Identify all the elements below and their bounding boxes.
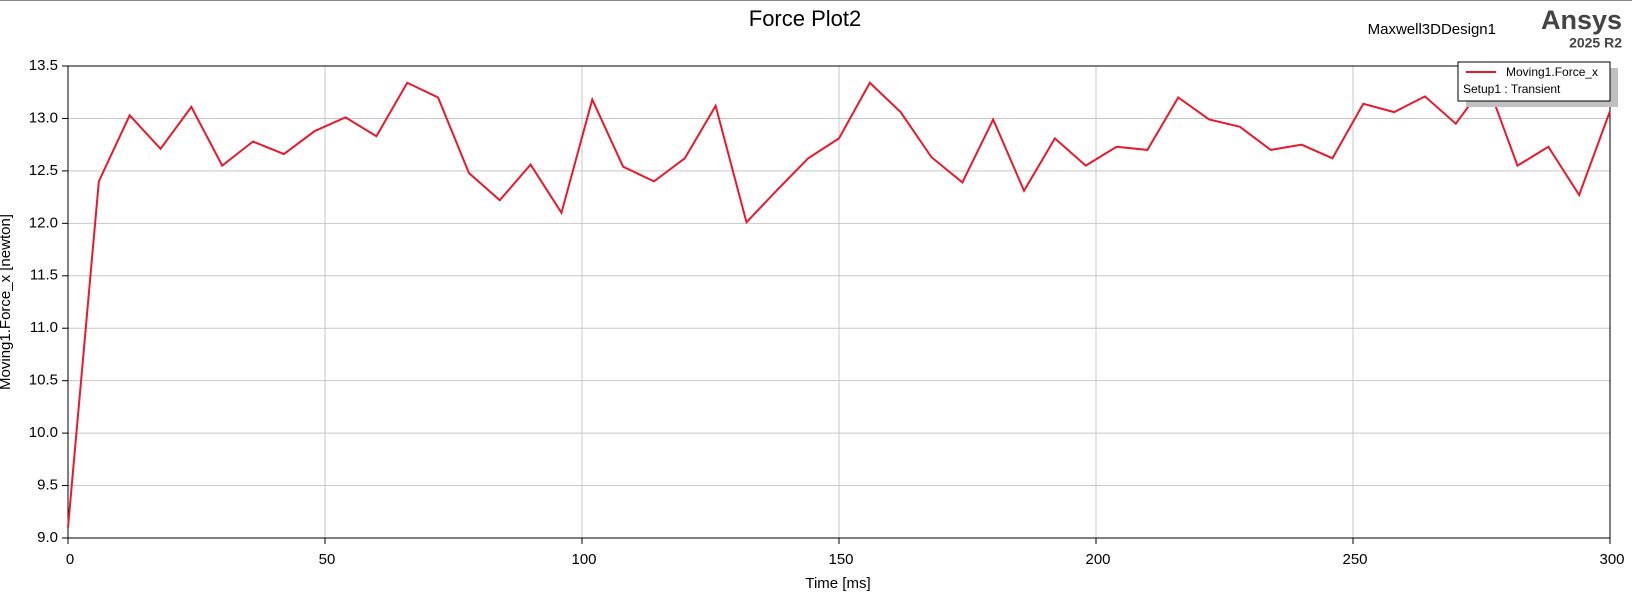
y-axis-label: Moving1.Force_x [newton]: [0, 214, 14, 390]
legend-subtitle: Setup1 : Transient: [1463, 82, 1561, 96]
y-tick-label: 9.5: [37, 477, 58, 494]
legend-label: Moving1.Force_x: [1506, 65, 1598, 79]
plot-frame: [67, 65, 1611, 539]
legend-box: [1457, 61, 1611, 102]
data-line: [67, 79, 1611, 528]
y-tick-label: 10.5: [29, 372, 58, 389]
x-tick-label: 250: [1342, 551, 1367, 568]
x-axis-label: Time [ms]: [805, 575, 870, 592]
version: 2025 R2: [1569, 35, 1622, 51]
chart-title: Force Plot2: [749, 6, 862, 31]
x-tick-label: 50: [319, 551, 336, 568]
y-tick-label: 13.0: [29, 109, 58, 126]
x-tick-label: 0: [66, 551, 74, 568]
x-tick-label: 200: [1085, 551, 1110, 568]
y-tick-label: 10.0: [29, 424, 58, 441]
x-tick-label: 100: [571, 551, 596, 568]
y-tick-label: 12.0: [29, 214, 58, 231]
y-tick-label: 12.5: [29, 162, 58, 179]
brand: Ansys: [1541, 5, 1622, 35]
y-tick-label: 9.0: [37, 529, 58, 546]
y-tick-label: 11.5: [30, 267, 58, 284]
x-tick-label: 150: [828, 551, 853, 568]
design-name: Maxwell3DDesign1: [1368, 21, 1496, 38]
y-tick-label: 13.5: [29, 57, 58, 74]
x-tick-label: 300: [1599, 551, 1624, 568]
y-tick-label: 11.0: [30, 319, 58, 336]
